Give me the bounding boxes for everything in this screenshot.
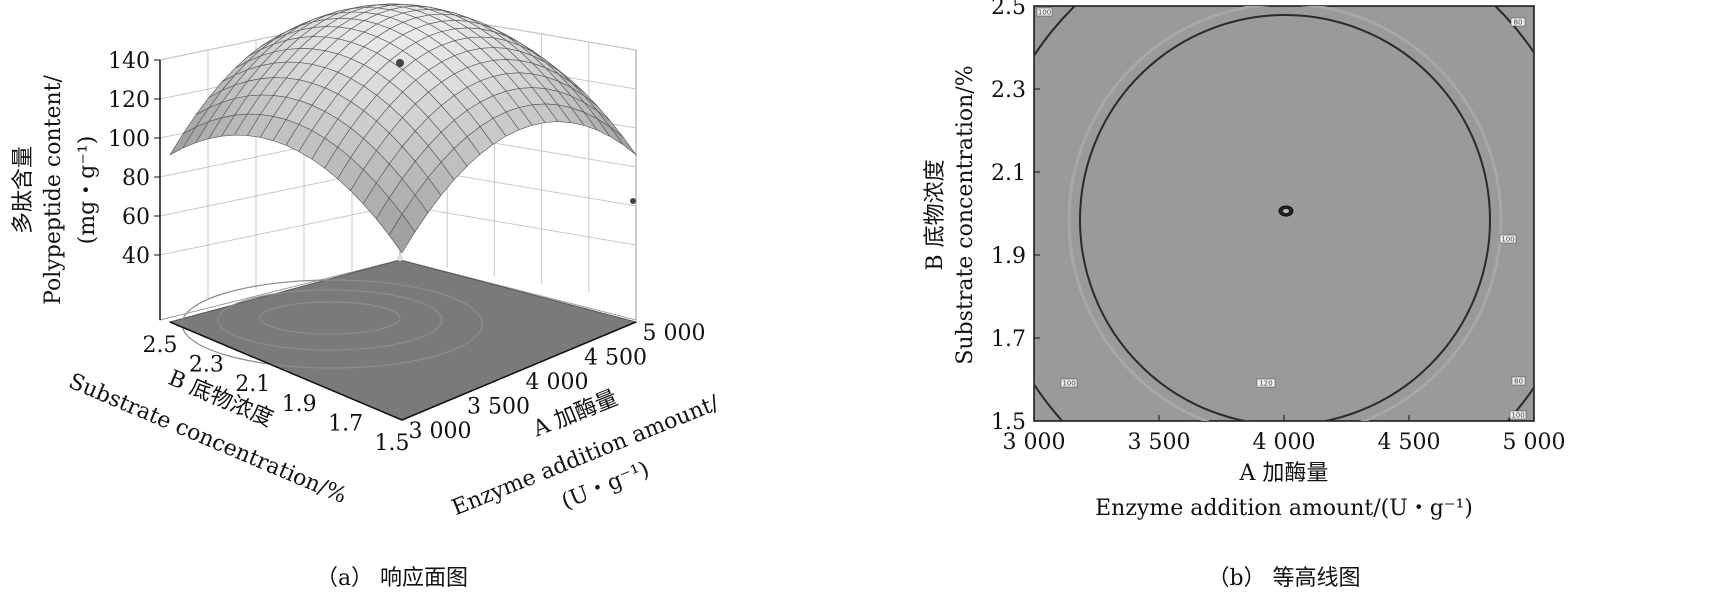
contour-y-label-en: Substrate concentration/% — [953, 65, 978, 364]
contour-line-120 — [1079, 14, 1491, 421]
contour-x-label-en: Enzyme addition amount/(U・g⁻¹) — [1095, 496, 1473, 521]
contour-line-120-halo — [1067, 6, 1503, 421]
surface-front-marker — [397, 255, 403, 261]
contour-x-ticks: 3 000 3 500 4 000 4 500 5 000 — [1003, 415, 1566, 455]
caption-surface: （a） 响应面图 — [316, 566, 468, 591]
svg-text:80: 80 — [1514, 19, 1523, 27]
surface-facet — [388, 213, 416, 254]
b-tick-label: 2.3 — [189, 353, 224, 378]
contour-y-ticks: 2.5 2.3 2.1 1.9 1.7 1.5 — [991, 0, 1040, 435]
caption-contour: （b） 等高线图 — [1207, 566, 1360, 591]
z-tick-label: 120 — [108, 88, 150, 113]
a-tick-label: 4 500 — [584, 346, 647, 371]
contour-level-labels: 100 120 100 80 100 100 80 — [1036, 7, 1527, 420]
svg-text:120: 120 — [1259, 380, 1272, 388]
a-tick-label: 4 000 — [526, 370, 589, 395]
contour-x-tick-label: 4 500 — [1378, 430, 1441, 455]
svg-text:100: 100 — [1038, 9, 1051, 17]
contour-x-tick-label: 3 000 — [1003, 430, 1066, 455]
contour-chart: 100 120 100 80 100 100 80 3 000 3 500 4 00… — [923, 0, 1566, 591]
contour-x-label-cn: A 加酶量 — [1239, 461, 1329, 486]
b-tick-label: 1.9 — [282, 392, 317, 417]
b-tick-label: 1.7 — [328, 411, 363, 436]
contour-y-tick-label: 1.9 — [991, 244, 1026, 269]
z-axis-label-en: Polypeptide content/ — [41, 75, 66, 305]
surface-right-corner-marker — [630, 198, 636, 204]
floor-contours — [181, 279, 483, 369]
a-tick-label: 3 500 — [467, 395, 530, 420]
svg-text:100: 100 — [1062, 380, 1075, 388]
a-tick-label: 3 000 — [409, 419, 472, 444]
b-tick-label: 1.5 — [375, 431, 410, 456]
svg-text:100: 100 — [1501, 236, 1514, 244]
z-tick-label: 80 — [122, 166, 150, 191]
b-axis-ticks: 2.5 2.3 2.1 1.9 1.7 1.5 — [143, 333, 410, 456]
surface-mesh — [169, 3, 637, 254]
contour-y-tick-label: 1.5 — [991, 410, 1026, 435]
contour-x-tick-label: 4 000 — [1253, 430, 1316, 455]
contour-y-label-cn: B 底物浓度 — [923, 159, 948, 270]
b-tick-label: 2.1 — [235, 372, 270, 397]
z-axis-unit: (mg・g⁻¹) — [75, 136, 100, 245]
contour-y-tick-label: 2.3 — [991, 78, 1026, 103]
z-axis-ticks: 40 60 80 100 120 140 — [108, 49, 160, 269]
contour-y-tick-label: 2.5 — [991, 0, 1026, 20]
z-tick-label: 40 — [122, 244, 150, 269]
surface-chart: 40 60 80 100 120 140 多肽含量 Polypeptide content… — [11, 3, 723, 591]
surface-peak-marker — [396, 59, 404, 67]
a-tick-label: 5 000 — [643, 321, 706, 346]
svg-text:100: 100 — [1511, 412, 1524, 420]
contour-y-tick-label: 1.7 — [991, 327, 1026, 352]
z-axis-label-cn: 多肽含量 — [11, 146, 36, 234]
z-tick-label: 100 — [108, 127, 150, 152]
contour-x-tick-label: 5 000 — [1503, 430, 1566, 455]
svg-text:80: 80 — [1514, 378, 1523, 386]
contour-x-tick-label: 3 500 — [1128, 430, 1191, 455]
b-tick-label: 2.5 — [143, 333, 178, 358]
z-tick-label: 140 — [108, 49, 150, 74]
contour-y-tick-label: 2.1 — [991, 161, 1026, 186]
z-tick-label: 60 — [122, 205, 150, 230]
